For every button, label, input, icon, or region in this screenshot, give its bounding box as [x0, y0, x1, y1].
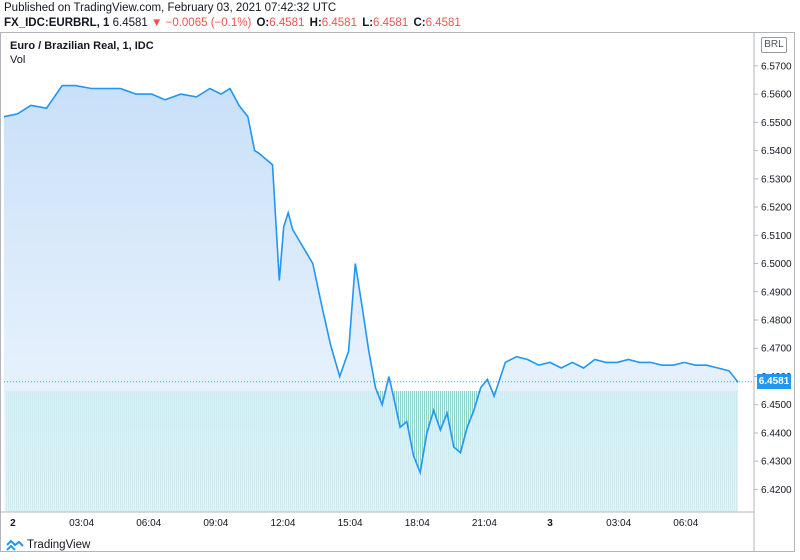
- brand-label: TradingView: [27, 539, 91, 552]
- price-area: [4, 85, 738, 512]
- price-tick-label: 6.5000: [761, 259, 792, 270]
- change-value: ▼ −0.0065 (−0.1%): [151, 17, 252, 29]
- time-tick-label: 21:04: [472, 518, 497, 529]
- time-tick-label: 06:04: [136, 518, 161, 529]
- time-tick-label: 09:04: [203, 518, 228, 529]
- symbol-label: FX_IDC:EURBRL, 1: [4, 17, 110, 29]
- price-line: [3, 84, 739, 476]
- price-tick-label: 6.4500: [761, 400, 792, 411]
- price-tick-label: 6.4800: [761, 316, 792, 327]
- time-tick-label: 3: [547, 518, 553, 529]
- low-label: L:: [362, 17, 374, 29]
- price-tick-label: 6.5200: [761, 203, 792, 214]
- price-tick-label: 6.4200: [761, 485, 792, 496]
- price-tick-label: 6.5400: [761, 146, 792, 157]
- time-tick-label: 06:04: [673, 518, 698, 529]
- time-tick-label: 12:04: [270, 518, 295, 529]
- last-price-tag: 6.4581: [757, 374, 791, 389]
- volume-bar: [416, 391, 418, 511]
- price-tick-label: 6.4700: [761, 344, 792, 355]
- volume-bar: [422, 391, 424, 511]
- high-value: 6.4581: [321, 17, 357, 29]
- tradingview-logo-icon: [6, 539, 24, 551]
- high-label: H:: [309, 17, 322, 29]
- volume-bar: [414, 391, 416, 511]
- time-axis[interactable]: 2 03:04 06:04 09:04 12:04 15:04 18:04 21:04 3 03:…: [10, 518, 699, 529]
- time-tick-label: 03:04: [69, 518, 94, 529]
- price-tick-label: 6.5100: [761, 231, 792, 242]
- published-caption: Published on TradingView.com, February 0…: [4, 2, 337, 14]
- price-tick-label: 6.5700: [761, 61, 792, 72]
- price-tick-label: 6.4900: [761, 287, 792, 298]
- chart-frame: [0, 32, 795, 552]
- volume-bar: [418, 391, 420, 511]
- volume-bar: [420, 391, 422, 511]
- last-price: 6.4581: [112, 17, 148, 29]
- currency-badge[interactable]: BRL: [761, 37, 787, 53]
- volume-legend: Vol: [10, 54, 26, 66]
- low-value: 6.4581: [373, 17, 409, 29]
- time-tick-label: 18:04: [405, 518, 430, 529]
- price-tick-label: 6.5500: [761, 118, 792, 129]
- open-label: O:: [256, 17, 270, 29]
- ohlc-header: FX_IDC:EURBRL, 1 6.4581 ▼ −0.0065 (−0.1%…: [4, 17, 461, 29]
- price-axis[interactable]: 6.42006.43006.44006.45006.46006.47006.48…: [754, 61, 792, 496]
- chart-title: Euro / Brazilian Real, 1, IDC: [10, 40, 154, 52]
- tradingview-brand[interactable]: TradingView: [6, 539, 90, 551]
- price-tick-label: 6.4300: [761, 457, 792, 468]
- time-tick-label: 15:04: [338, 518, 363, 529]
- time-tick-label: 2: [10, 518, 16, 529]
- price-tick-label: 6.4400: [761, 428, 792, 439]
- time-tick-label: 03:04: [606, 518, 631, 529]
- price-tick-label: 6.5300: [761, 174, 792, 185]
- close-label: C:: [413, 17, 426, 29]
- close-value: 6.4581: [425, 17, 461, 29]
- price-tick-label: 6.5600: [761, 90, 792, 101]
- open-value: 6.4581: [269, 17, 305, 29]
